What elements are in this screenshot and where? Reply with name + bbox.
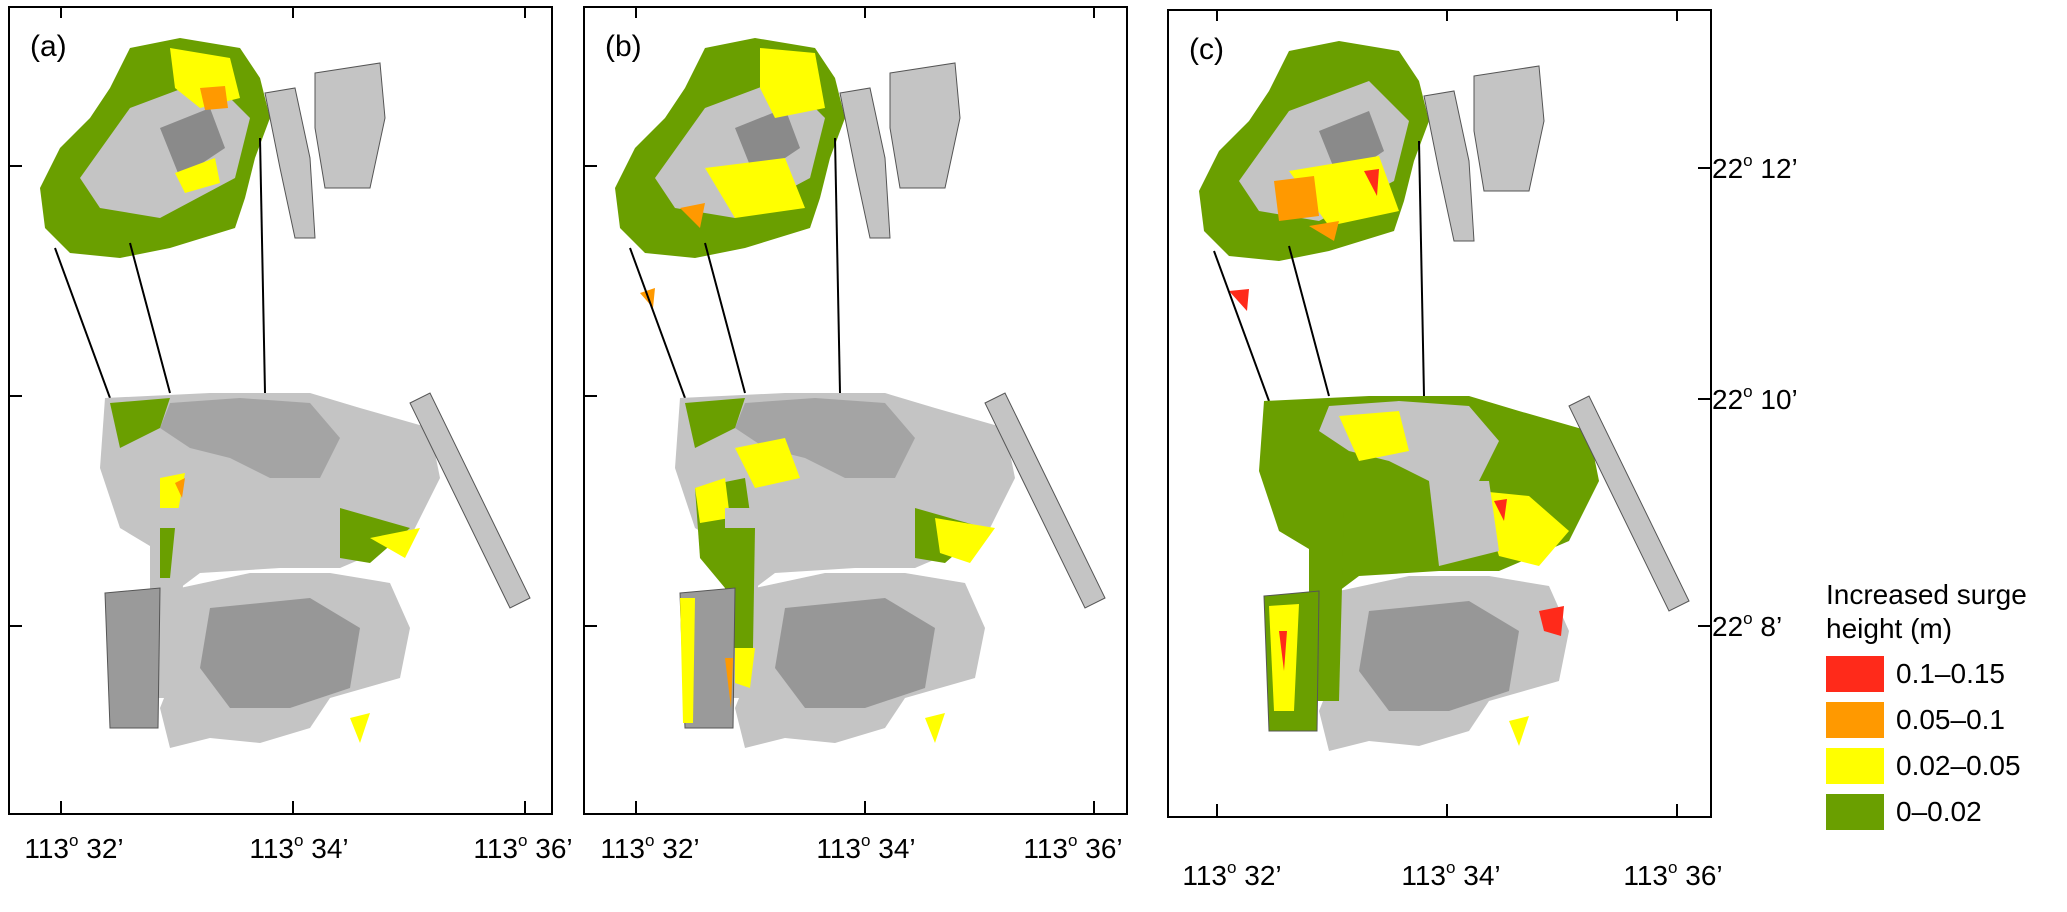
airport-runway [984,392,1106,609]
y-tick-label: 22o 10’ [1712,382,1798,415]
x-tick-top [524,6,526,18]
y-tick-label: 22o 8’ [1712,609,1783,642]
x-tick-label: 113o 32’ [600,831,700,864]
x-tick [524,801,526,815]
y-tick [583,625,597,627]
y-tick [583,395,597,397]
legend-label: 0.02–0.05 [1896,750,2021,781]
map-b [615,38,1106,748]
x-tick-label: 113o 32’ [24,831,124,864]
y-tick [583,165,597,167]
x-tick-label: 113o 34’ [816,831,916,864]
x-tick-top [1216,9,1218,21]
x-tick [1093,801,1095,815]
airport-runway [409,392,531,609]
x-tick [1446,804,1448,818]
legend-title: Increased surge [1826,579,2027,610]
y-tick [8,395,22,397]
legend-label: 0.05–0.1 [1896,704,2005,735]
x-tick-top [60,6,62,18]
panel-label: (c) [1189,33,1224,66]
x-tick-top [635,6,637,18]
map-a [40,38,531,748]
reclaim-1 [839,87,891,239]
legend-item: 0.02–0.05 [1826,748,2061,784]
x-tick-label: 113o 36’ [473,831,573,864]
legend-label: 0.1–0.15 [1896,658,2005,689]
legend-item: 0–0.02 [1826,794,2061,830]
x-tick [1676,804,1678,818]
x-tick [60,801,62,815]
y-tick [1698,167,1712,169]
y-tick [8,165,22,167]
map-panel-b: (b) [583,6,1128,815]
panel-label: (a) [30,30,67,63]
x-tick [1216,804,1218,818]
reclaim-2 [889,62,961,189]
map-panel-a: (a) [8,6,553,815]
y-tick [1698,398,1712,400]
y-tick-label: 22o 12’ [1712,151,1798,184]
x-tick-label: 113o 34’ [249,831,349,864]
map-c [1199,41,1690,751]
legend-swatch [1826,748,1884,784]
x-tick-top [292,6,294,18]
legend-label: 0–0.02 [1896,796,1982,827]
reclaim-3 [104,587,161,729]
airport-runway [1568,395,1690,612]
reclaim-1 [264,87,316,239]
legend: Increased surge height (m) 0.1–0.15 0.05… [1826,578,2061,830]
x-tick-label: 113o 32’ [1182,858,1282,891]
x-tick [292,801,294,815]
legend-swatch [1826,702,1884,738]
legend-item: 0.05–0.1 [1826,702,2061,738]
x-tick-top [1093,6,1095,18]
reclaim-1 [1423,90,1475,242]
legend-swatch [1826,794,1884,830]
x-tick [864,801,866,815]
x-tick [635,801,637,815]
x-tick-top [864,6,866,18]
x-tick-label: 113o 36’ [1623,858,1723,891]
x-tick-label: 113o 36’ [1023,831,1123,864]
panel-label: (b) [605,30,642,63]
x-tick-label: 113o 34’ [1401,858,1501,891]
map-panel-c: (c) [1167,9,1712,818]
x-tick-top [1446,9,1448,21]
reclaim-2 [314,62,386,189]
x-tick-top [1676,9,1678,21]
y-tick [8,625,22,627]
y-tick [1698,625,1712,627]
reclaim-2 [1473,65,1545,192]
legend-item: 0.1–0.15 [1826,656,2061,692]
legend-title-units: height (m) [1826,613,1953,644]
legend-swatch [1826,656,1884,692]
